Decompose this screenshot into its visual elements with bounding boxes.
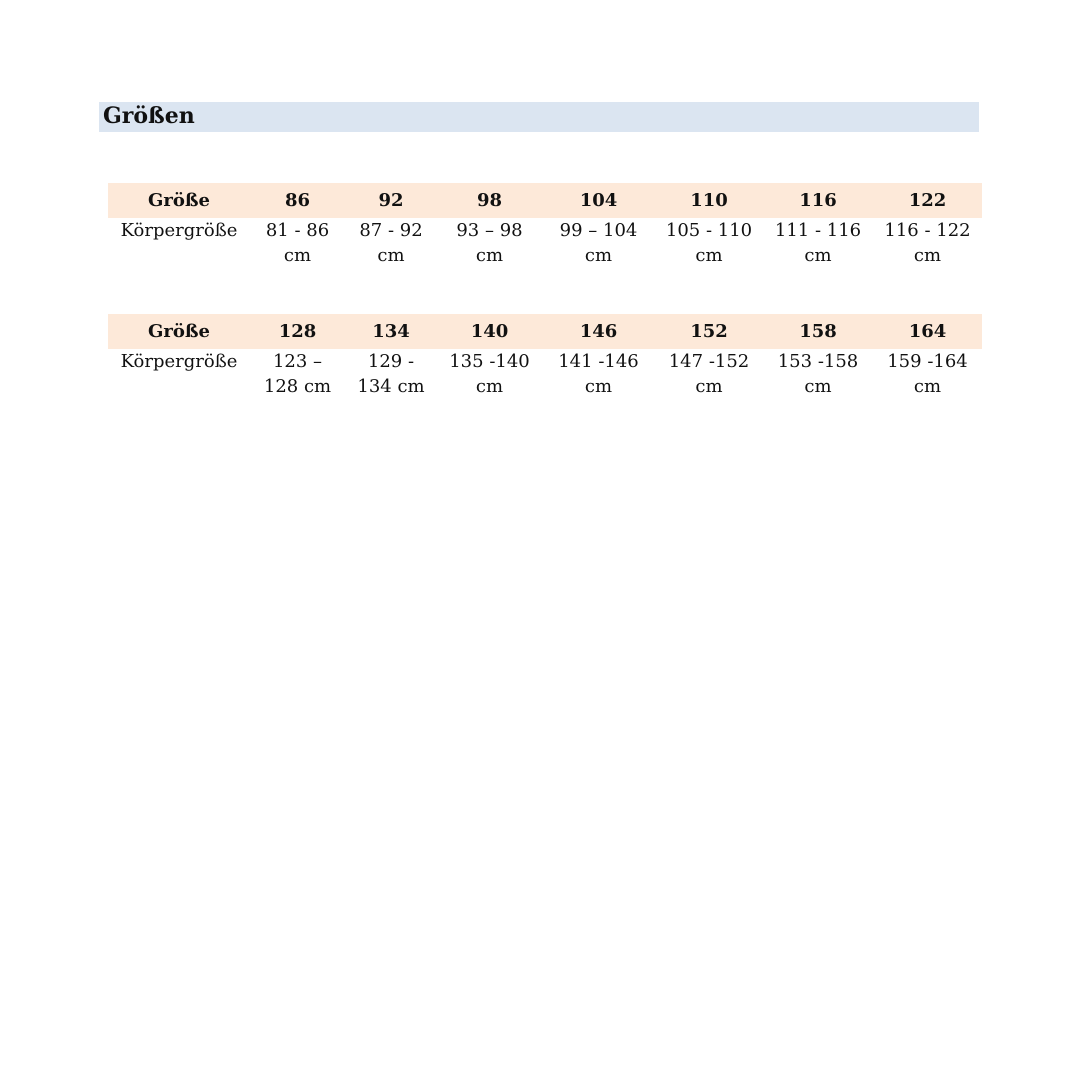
size-cell: 164 (873, 314, 982, 349)
height-range-line: 87 - 92 (359, 220, 423, 241)
height-range-line: 141 -146 (558, 351, 639, 372)
size-table-1: Größe 86 92 98 104 110 116 122 Körpergröße 81 - 8… (108, 183, 982, 268)
height-range-cell: 81 - 86 cm (250, 218, 345, 268)
size-cell: 92 (345, 183, 437, 218)
height-range-line: cm (584, 245, 613, 266)
height-range-line: cm (804, 245, 832, 266)
height-range-cell: 111 - 116 cm (763, 218, 873, 268)
height-range-line: cm (283, 245, 312, 266)
header-label: Größe (108, 183, 250, 218)
size-cell: 86 (250, 183, 345, 218)
size-cell: 128 (250, 314, 345, 349)
size-cell: 116 (763, 183, 873, 218)
height-range-cell: 153 -158 cm (763, 349, 873, 399)
height-range-line: cm (475, 245, 504, 266)
height-range-cell: 159 -164 cm (873, 349, 982, 399)
size-cell: 98 (437, 183, 542, 218)
header-row: Größe 128 134 140 146 152 158 164 (108, 314, 982, 349)
height-range-line: 81 - 86 (265, 220, 330, 241)
height-range-line: cm (377, 245, 405, 266)
body-height-row: Körpergröße 81 - 86 cm 87 - 92 cm 93 – 98 cm 99… (108, 218, 982, 268)
height-range-line: 134 cm (357, 376, 425, 397)
height-range-line: 105 - 110 (665, 220, 753, 241)
section-title: Größen (103, 103, 195, 129)
height-range-line: cm (475, 376, 504, 397)
size-cell: 134 (345, 314, 437, 349)
height-range-line: 129 - (367, 351, 415, 372)
height-range-cell: 99 – 104 cm (542, 218, 655, 268)
height-range-line: cm (695, 376, 723, 397)
height-range-line: 135 -140 (449, 351, 530, 372)
height-range-line: 93 – 98 (456, 220, 523, 241)
height-range-cell: 93 – 98 cm (437, 218, 542, 268)
size-cell: 158 (763, 314, 873, 349)
height-range-line: 123 – (272, 351, 323, 372)
height-range-line: cm (584, 376, 613, 397)
header-row: Größe 86 92 98 104 110 116 122 (108, 183, 982, 218)
size-cell: 140 (437, 314, 542, 349)
height-range-line: 99 – 104 (559, 220, 638, 241)
size-cell: 122 (873, 183, 982, 218)
size-cell: 152 (655, 314, 763, 349)
height-range-line: 153 -158 (777, 351, 859, 372)
height-range-cell: 141 -146 cm (542, 349, 655, 399)
height-range-cell: 123 – 128 cm (250, 349, 345, 399)
height-range-line: cm (913, 376, 942, 397)
row-label: Körpergröße (120, 351, 238, 372)
size-cell: 146 (542, 314, 655, 349)
height-range-line: cm (804, 376, 832, 397)
size-table-2: Größe 128 134 140 146 152 158 164 Körpergröße 123… (108, 314, 982, 399)
height-range-cell: 105 - 110 cm (655, 218, 763, 268)
body-height-row: Körpergröße 123 – 128 cm 129 - 134 cm 135 -14… (108, 349, 982, 399)
height-range-cell: 147 -152 cm (655, 349, 763, 399)
section-heading-bar: Größen (99, 102, 979, 132)
header-label: Größe (108, 314, 250, 349)
height-range-cell: 129 - 134 cm (345, 349, 437, 399)
height-range-line: 128 cm (263, 376, 332, 397)
height-range-line: 147 -152 (668, 351, 750, 372)
height-range-line: 159 -164 (887, 351, 968, 372)
height-range-line: cm (913, 245, 942, 266)
height-range-cell: 135 -140 cm (437, 349, 542, 399)
size-cell: 110 (655, 183, 763, 218)
row-label: Körpergröße (120, 220, 238, 241)
height-range-line: 111 - 116 (774, 220, 862, 241)
height-range-line: 116 - 122 (884, 220, 971, 241)
height-range-cell: 116 - 122 cm (873, 218, 982, 268)
height-range-cell: 87 - 92 cm (345, 218, 437, 268)
height-range-line: cm (695, 245, 723, 266)
size-cell: 104 (542, 183, 655, 218)
